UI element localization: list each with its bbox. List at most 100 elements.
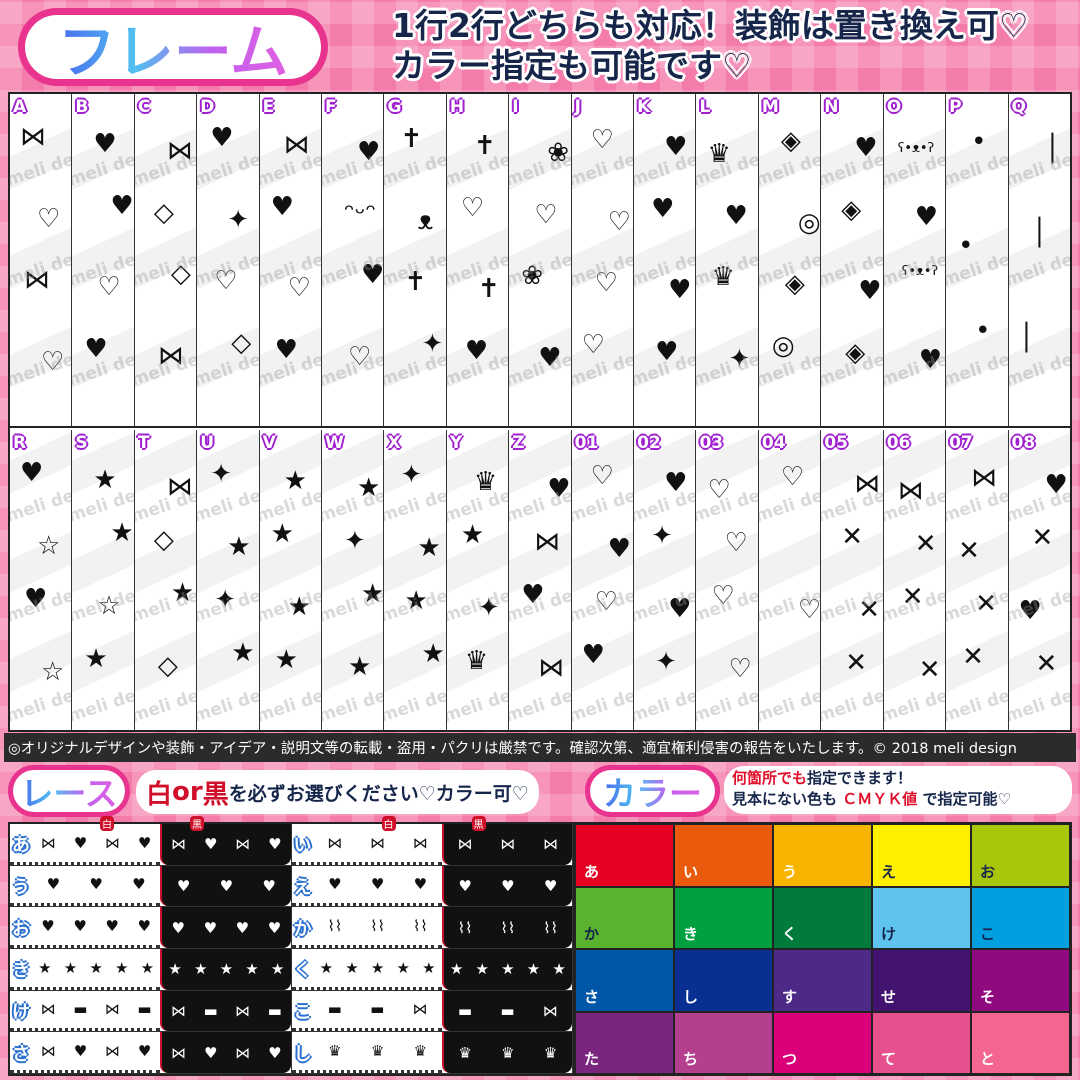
lace-option-き[interactable]: き ★ ★ ★ ★ ★ ★ ★ ★ ★ ★ — [10, 949, 292, 991]
lace-black-sample[interactable]: ♥ ♥ ♥ ♥ — [160, 907, 291, 948]
frame-sample-N[interactable]: N ♥ ◈ ♥ ◈ meli design meli design meli design — [821, 94, 884, 426]
lace-black-sample[interactable]: ▬ ▬ ⋈ — [441, 990, 572, 1032]
frame-sample-C[interactable]: C ⋈ ◇ ◇ ⋈ meli design meli design meli design — [134, 94, 198, 426]
frame-sample-01[interactable]: 01 ♡ ♥ ♡ ♥ meli design meli design meli design — [571, 430, 635, 730]
color-swatch-て[interactable]: て — [872, 1011, 971, 1074]
lace-option-こ[interactable]: こ ▬ ▬ ⋈ ▬ ▬ ⋈ — [291, 990, 573, 1033]
heart-icon: ♥ — [464, 335, 489, 366]
lace-black-sample[interactable]: ♥ ♥ ♥ — [160, 865, 291, 907]
heart-icon: ♥ — [328, 875, 342, 894]
lace-white-sample[interactable]: ★ ★ ★ ★ ★ — [10, 949, 161, 990]
lace-black-sample[interactable]: ♥ ♥ ♥ — [441, 865, 572, 907]
lace-option-け[interactable]: け ⋈ ▬ ⋈ ▬ ⋈ ▬ ⋈ ▬ — [10, 990, 292, 1033]
frame-sample-D[interactable]: D ♥ ✦ ♡ ◇ meli design meli design meli design — [197, 94, 260, 426]
frame-sample-E[interactable]: E ⋈ ♥ ♡ ♥ meli design meli design meli design — [259, 94, 323, 426]
frame-sample-I[interactable]: I ❀ ♡ ❀ ♥ meli design meli design meli design — [509, 94, 572, 426]
lace-black-sample[interactable]: ★ ★ ★ ★ ★ — [441, 949, 572, 990]
star-icon: ★ — [93, 465, 117, 495]
frame-sample-K[interactable]: K ♥ ♥ ♥ ♥ meli design meli design meli design — [634, 94, 697, 426]
lace-black-sample[interactable]: ♛ ♛ ♛ — [441, 1032, 572, 1073]
lace-black-sample[interactable]: ⌇⌇ ⌇⌇ ⌇⌇ — [441, 907, 572, 948]
frame-row-2: R ♥ ☆ ♥ ☆ meli design meli design meli design S ★… — [10, 430, 1070, 730]
frame-sample-Z[interactable]: Z ♥ ⋈ ♥ ⋈ meli design meli design meli design — [509, 430, 572, 730]
frame-sample-V[interactable]: V ★ ★ ★ ★ meli design meli design meli design — [259, 430, 323, 730]
lace-white-sample[interactable]: ⋈ ♥ ⋈ ♥ — [10, 1032, 161, 1073]
color-swatch-こ[interactable]: こ — [971, 886, 1070, 949]
lace-white-sample[interactable]: ⋈ ▬ ⋈ ▬ — [10, 991, 161, 1032]
color-swatch-し[interactable]: し — [674, 949, 773, 1012]
color-swatch-せ[interactable]: せ — [872, 949, 971, 1012]
frame-sample-A[interactable]: A ⋈ ♡ ⋈ ♡ meli design meli design meli design — [10, 94, 73, 426]
frame-sample-07[interactable]: 07 ⋈ ✕ ✕ ✕ meli design meli design meli design — [946, 430, 1009, 730]
color-swatch-か[interactable]: か — [575, 886, 674, 949]
lollipop-icon: ◎ — [771, 330, 795, 361]
frame-sample-H[interactable]: H ✝ ♡ ✝ ♥ meli design meli design meli design — [446, 94, 510, 426]
color-swatch-さ[interactable]: さ — [575, 949, 674, 1012]
color-swatch-け[interactable]: け — [872, 886, 971, 949]
frame-sample-04[interactable]: 04 ♡ ♡ meli design meli design meli design — [758, 430, 822, 730]
frame-sample-X[interactable]: X ✦ ★ ★ ★ meli design meli design meli design — [384, 430, 447, 730]
frame-sample-F[interactable]: F ♥ ᵔᵕᵔ ♥ ♡ meli design meli design meli design — [322, 94, 385, 426]
lace-option-さ[interactable]: さ ⋈ ♥ ⋈ ♥ ⋈ ♥ ⋈ ♥ — [10, 1032, 292, 1074]
color-swatch-ち[interactable]: ち — [674, 1011, 773, 1074]
frame-sample-W[interactable]: W ★ ✦ ★ ★ meli design meli design meli design — [322, 430, 385, 730]
bow-icon: ⋈ — [170, 1001, 186, 1020]
bow-icon: ⋈ — [327, 833, 343, 852]
lace-white-sample[interactable]: ♥ ♥ ♥ ♥ — [10, 907, 161, 948]
lace-black-sample[interactable]: ⋈ ♥ ⋈ ♥ — [160, 824, 291, 865]
color-swatch-あ[interactable]: あ — [575, 824, 674, 887]
lace-option-う[interactable]: う ♥ ♥ ♥ ♥ ♥ ♥ — [10, 865, 292, 908]
color-swatch-た[interactable]: た — [575, 1011, 674, 1074]
heart-icon: ♥ — [655, 336, 679, 367]
frame-sample-02[interactable]: 02 ♥ ✦ ♥ ✦ meli design meli design meli design — [634, 430, 697, 730]
lace-white-sample[interactable]: ★ ★ ★ ★ ★ — [291, 949, 442, 990]
color-swatch-い[interactable]: い — [674, 824, 773, 887]
frame-sample-T[interactable]: T ⋈ ◇ ★ ◇ meli design meli design meli design — [134, 430, 198, 730]
lace-white-sample[interactable]: ♥ ♥ ♥ — [291, 866, 442, 907]
lace-white-sample[interactable]: ♛ ♛ ♛ — [291, 1032, 442, 1073]
frame-sample-G[interactable]: G ✝ ᴥ ✝ ✦ meli design meli design meli design — [384, 94, 447, 426]
frame-sample-Y[interactable]: Y ♛ ★ ✦ ♛ meli design meli design meli design — [446, 430, 510, 730]
lace-white-sample[interactable]: ⋈ ♥ ⋈ ♥ — [10, 824, 161, 865]
lace-white-sample[interactable]: ⌇⌇ ⌇⌇ ⌇⌇ — [291, 907, 442, 948]
lace-option-え[interactable]: え ♥ ♥ ♥ ♥ ♥ ♥ — [291, 865, 573, 908]
lace-black-sample[interactable]: ⋈ ♥ ⋈ ♥ — [160, 1032, 291, 1073]
lace-option-い[interactable]: い ⋈ ⋈ ⋈ ⋈ ⋈ ⋈ 白 黒 — [291, 816, 573, 866]
lace-white-sample[interactable]: ⋈ ⋈ ⋈ — [291, 824, 442, 865]
lace-black-sample[interactable]: ⋈ ⋈ ⋈ — [441, 824, 572, 865]
lace-option-あ[interactable]: あ ⋈ ♥ ⋈ ♥ ⋈ ♥ ⋈ ♥ 白 黒 — [10, 816, 292, 866]
frame-sample-B[interactable]: B ♥ ♥ ♡ ♥ meli design meli design meli design — [72, 94, 135, 426]
frame-sample-05[interactable]: 05 ⋈ ✕ ✕ ✕ meli design meli design meli design — [821, 430, 884, 730]
frame-sample-P[interactable]: P • • • meli design meli design meli design — [946, 94, 1009, 426]
lace-white-sample[interactable]: ▬ ▬ ⋈ — [291, 991, 442, 1032]
color-swatch-お[interactable]: お — [971, 824, 1070, 887]
frame-sample-L[interactable]: L ♛ ♥ ♛ ✦ meli design meli design meli design — [696, 94, 759, 426]
frame-sample-Q[interactable]: Q │ │ │ meli design meli design meli design — [1008, 94, 1070, 426]
color-swatch-と[interactable]: と — [971, 1011, 1070, 1074]
frame-sample-U[interactable]: U ✦ ★ ✦ ★ meli design meli design meli design — [197, 430, 260, 730]
color-swatch-そ[interactable]: そ — [971, 949, 1070, 1012]
diamond-icon: ◇ — [157, 651, 178, 681]
lace-option-か[interactable]: か ⌇⌇ ⌇⌇ ⌇⌇ ⌇⌇ ⌇⌇ ⌇⌇ — [291, 907, 573, 949]
frame-sample-R[interactable]: R ♥ ☆ ♥ ☆ meli design meli design meli design — [10, 430, 73, 730]
star-icon: ★ — [231, 638, 255, 668]
color-swatch-え[interactable]: え — [872, 824, 971, 887]
lace-option-し[interactable]: し ♛ ♛ ♛ ♛ ♛ ♛ — [291, 1032, 573, 1074]
lace-option-く[interactable]: く ★ ★ ★ ★ ★ ★ ★ ★ ★ ★ — [291, 949, 573, 991]
color-swatch-く[interactable]: く — [773, 886, 872, 949]
color-swatch-つ[interactable]: つ — [773, 1011, 872, 1074]
frame-sample-08[interactable]: 08 ♥ ✕ ♥ ✕ meli design meli design meli design — [1008, 430, 1070, 730]
frame-sample-J[interactable]: J ♡ ♡ ♡ ♡ meli design meli design meli design — [571, 94, 635, 426]
frame-sample-03[interactable]: 03 ♡ ♡ ♡ ♡ meli design meli design meli design — [696, 430, 759, 730]
frame-sample-M[interactable]: M ◈ ◎ ◈ ◎ meli design meli design meli design — [758, 94, 822, 426]
frame-sample-S[interactable]: S ★ ★ ☆ ★ meli design meli design meli design — [72, 430, 135, 730]
color-swatch-す[interactable]: す — [773, 949, 872, 1012]
color-swatch-き[interactable]: き — [674, 886, 773, 949]
lace-option-お[interactable]: お ♥ ♥ ♥ ♥ ♥ ♥ ♥ ♥ — [10, 907, 292, 949]
lace-black-sample[interactable]: ⋈ ▬ ⋈ ▬ — [160, 990, 291, 1032]
lace-white-sample[interactable]: ♥ ♥ ♥ — [10, 866, 161, 907]
color-swatch-う[interactable]: う — [773, 824, 872, 887]
frame-sample-06[interactable]: 06 ⋈ ✕ ✕ ✕ meli design meli design meli design — [883, 430, 947, 730]
lace-black-sample[interactable]: ★ ★ ★ ★ ★ — [160, 949, 291, 990]
